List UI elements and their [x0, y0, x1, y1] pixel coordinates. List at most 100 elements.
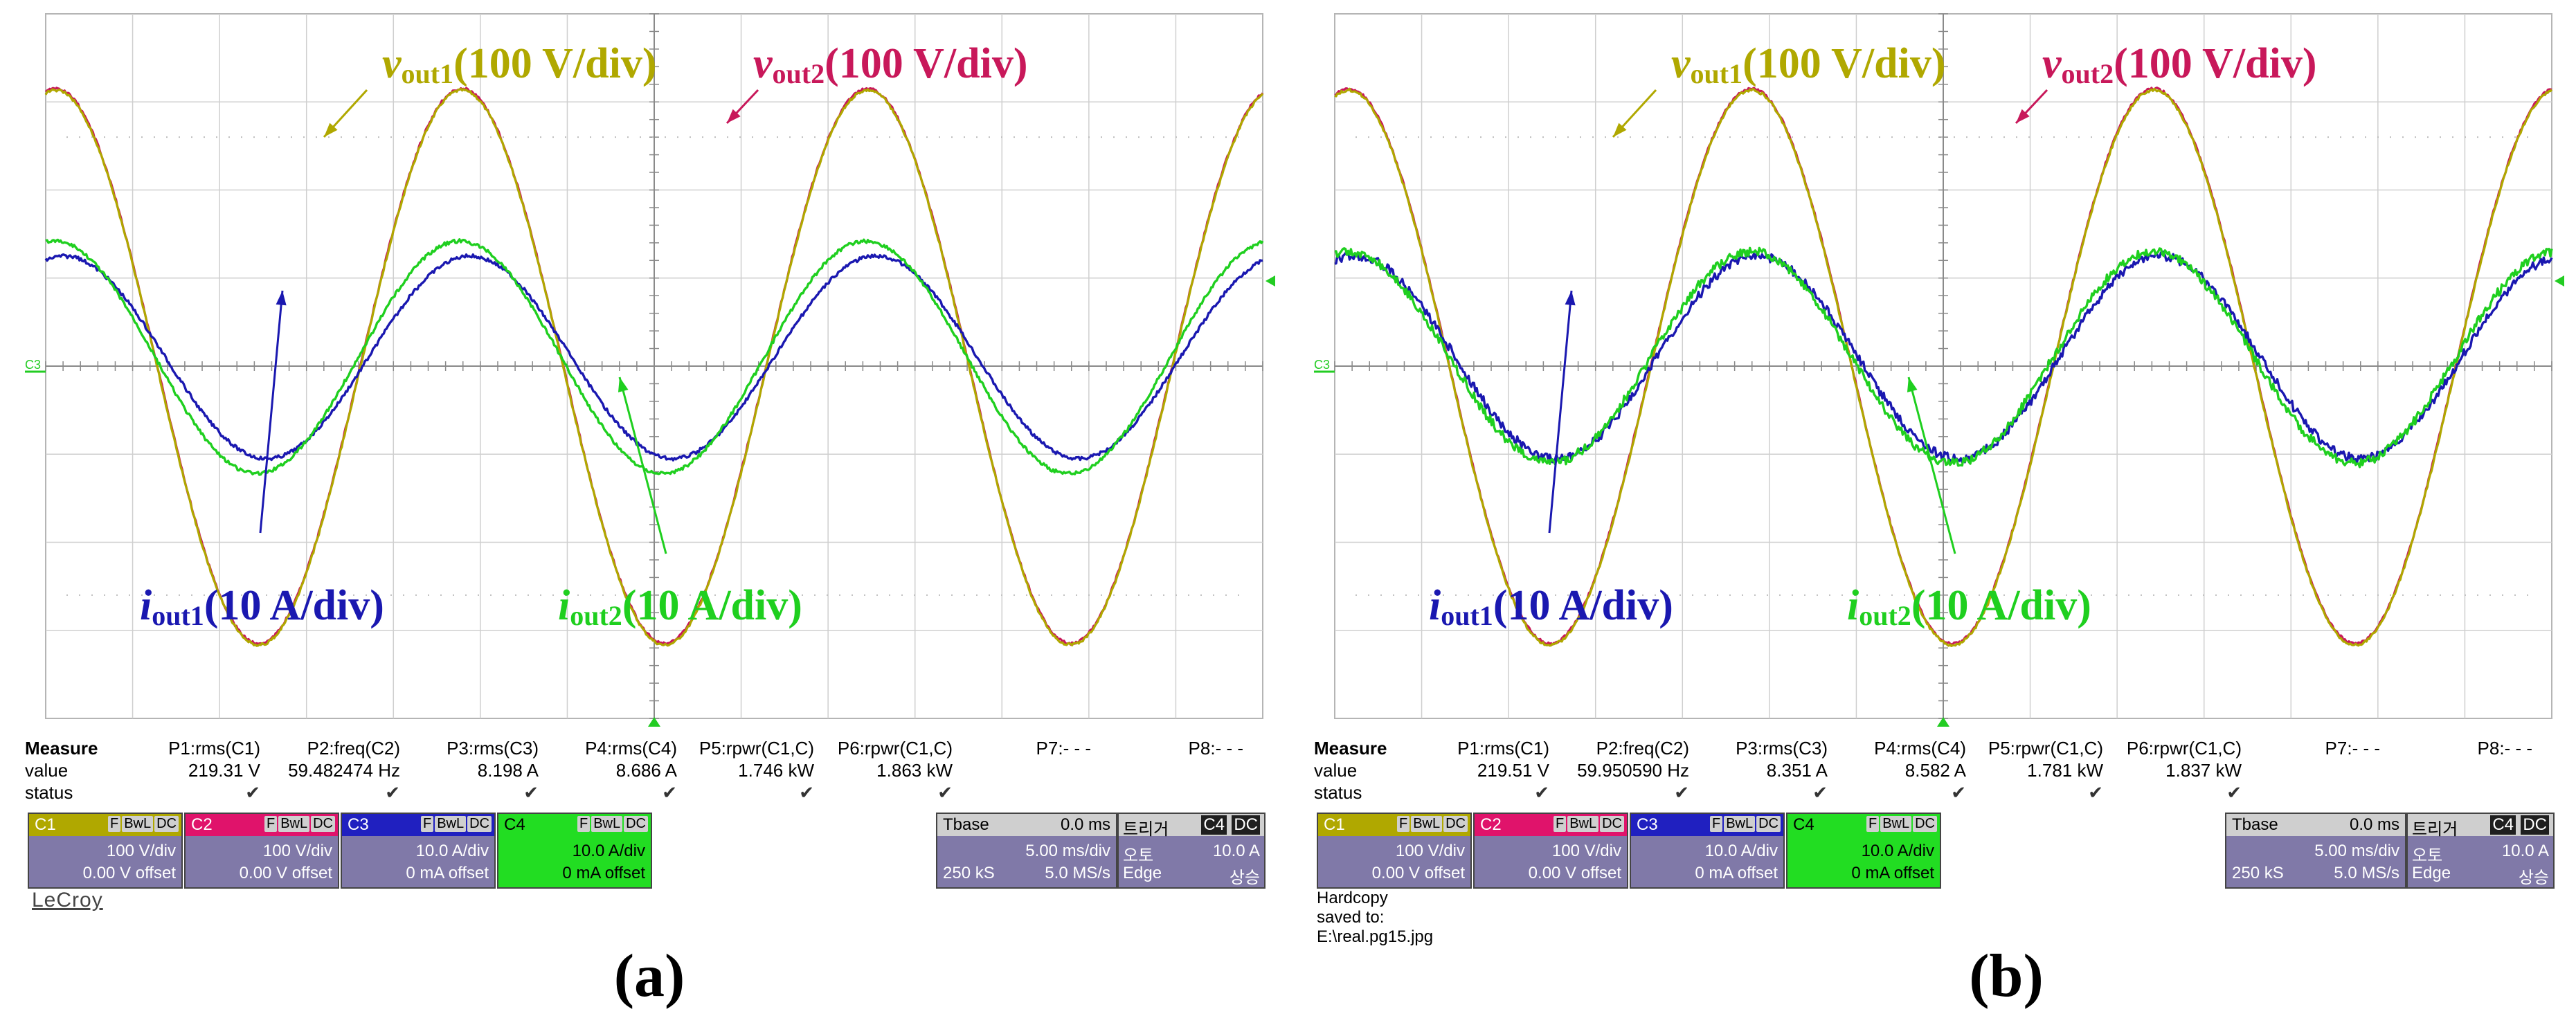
- arrow-iout1: [259, 290, 284, 534]
- arrow-iout1-head: [1565, 291, 1576, 306]
- channel-tag: BwL: [1880, 816, 1912, 832]
- measure-value-row: value 219.51 V 59.950590 Hz 8.351 A 8.582 A 1…: [1314, 760, 2560, 782]
- measure-table: Measure P1:rms(C1) P2:freq(C2) P3:rms(C3) P4…: [25, 738, 1271, 807]
- channel-tag: BwL: [278, 816, 310, 832]
- label-scale: (10 A/div): [1493, 582, 1673, 629]
- channel-box-c1: C1 F BwL DC 100 V/div 0.00 V offset: [1317, 813, 1472, 889]
- graticule: [1334, 13, 2552, 719]
- measure-status-row: status ✔ ✔ ✔ ✔ ✔ ✔: [1314, 782, 2560, 804]
- channel-header: C4 F BwL DC: [498, 814, 651, 836]
- measure-param-name: P8:- - -: [1188, 738, 1243, 759]
- label-subscript: out1: [152, 600, 204, 631]
- channel-box-c4: C4 F BwL DC 10.0 A/div 0 mA offset: [1786, 813, 1941, 889]
- arrow-iout2-head: [618, 377, 629, 392]
- measure-param-status: ✔: [1534, 782, 1549, 803]
- arrow-vout1-head: [324, 123, 338, 137]
- arrow-vout2-head: [2016, 109, 2030, 123]
- measure-title: Measure: [25, 738, 98, 759]
- lecroy-logo: LeCroy: [32, 889, 103, 911]
- channel-header: C3 F BwL DC: [1631, 814, 1783, 836]
- arrow-iout2: [618, 377, 667, 554]
- timebase-header: Tbase 0.0 ms: [2226, 814, 2405, 836]
- channel-tag: F: [264, 816, 278, 832]
- channel-tag: BwL: [1724, 816, 1756, 832]
- measure-value-row: value 219.31 V 59.482474 Hz 8.198 A 8.686 A 1…: [25, 760, 1271, 782]
- label-iout1: iout1(10 A/div): [140, 582, 384, 631]
- trigger-level-marker: [2555, 275, 2564, 287]
- trigger-mode: 오토: [2412, 846, 2443, 865]
- channel-box-c4: C4 F BwL DC 10.0 A/div 0 mA offset: [497, 813, 652, 889]
- label-symbol: i: [1847, 582, 1859, 629]
- channel-tag: F: [420, 816, 434, 832]
- trace-iout1: [1334, 251, 2553, 464]
- timebase-per-div: 5.00 ms/div: [1025, 842, 1110, 860]
- timebase-box: Tbase 0.0 ms 5.00 ms/div 250 kS 5.0 MS/s: [936, 813, 1117, 889]
- arrow-vout1-head: [1613, 123, 1627, 137]
- channel-name: C3: [348, 815, 369, 834]
- measure-param-name: P2:freq(C2): [1596, 738, 1689, 759]
- channel-tag: BwL: [122, 816, 154, 832]
- label-iout1: iout1(10 A/div): [1429, 582, 1673, 631]
- channel-tags: F BwL DC: [576, 816, 648, 832]
- measure-param-value: 1.863 kW: [876, 760, 953, 781]
- measure-param-name: P6:rpwr(C1,C): [2126, 738, 2242, 759]
- trigger-type: Edge: [1123, 864, 1162, 882]
- channel-offset: 0.00 V offset: [1528, 864, 1621, 882]
- trigger-mode: 오토: [1123, 846, 1154, 865]
- channel-tag: BwL: [591, 816, 623, 832]
- channel-offset: 0.00 V offset: [1371, 864, 1465, 882]
- arrow-iout1-head: [276, 291, 287, 306]
- timebase-delay: 0.0 ms: [1060, 815, 1110, 834]
- measure-param-status: ✔: [2088, 782, 2103, 803]
- channel-tag: F: [1396, 816, 1410, 832]
- channel-name: C3: [1637, 815, 1658, 834]
- channel-header: C1 F BwL DC: [29, 814, 181, 836]
- measure-param-value: 1.746 kW: [738, 760, 814, 781]
- trigger-source: C4: [1201, 815, 1227, 835]
- measure-param-name: P1:rms(C1): [1457, 738, 1549, 759]
- channel-tag: DC: [467, 816, 492, 832]
- channel-tag: BwL: [435, 816, 467, 832]
- measure-table: Measure P1:rms(C1) P2:freq(C2) P3:rms(C3) P4…: [1314, 738, 2560, 807]
- channel-name: C4: [504, 815, 525, 834]
- label-symbol: i: [558, 582, 570, 629]
- trigger-level-marker: [1266, 275, 1275, 287]
- label-subscript: out2: [773, 58, 825, 89]
- channel-header: C3 F BwL DC: [342, 814, 494, 836]
- measure-param-name: P4:rms(C4): [585, 738, 677, 759]
- channel-tag: DC: [1600, 816, 1624, 832]
- trigger-coupling: DC: [2521, 815, 2549, 835]
- label-symbol: v: [2042, 40, 2062, 87]
- label-scale: (10 A/div): [204, 582, 384, 629]
- label-iout2: iout2(10 A/div): [1847, 582, 2091, 631]
- label-subscript: out2: [1859, 600, 1911, 631]
- timebase-label: Tbase: [943, 815, 989, 834]
- channel-name: C1: [1324, 815, 1345, 834]
- channel-tag: DC: [1756, 816, 1781, 832]
- measure-param-name: P5:rpwr(C1,C): [699, 738, 814, 759]
- channel-scale: 10.0 A/div: [1861, 842, 1934, 860]
- channel-tag: BwL: [1567, 816, 1599, 832]
- channel-offset: 0 mA offset: [406, 864, 489, 882]
- measure-param-value: 8.198 A: [477, 760, 539, 781]
- trigger-box: 트리거 C4 DC 오토 10.0 A Edge 상승: [2406, 813, 2555, 889]
- timebase-samples: 250 kS: [943, 864, 995, 882]
- measure-param-status: ✔: [662, 782, 677, 803]
- measure-param-name: P3:rms(C3): [447, 738, 539, 759]
- timebase-box: Tbase 0.0 ms 5.00 ms/div 250 kS 5.0 MS/s: [2225, 813, 2406, 889]
- trace-iout2: [45, 238, 1264, 476]
- channel-tag: DC: [1443, 816, 1468, 832]
- measure-param-value: 8.686 A: [615, 760, 677, 781]
- channel-name: C2: [1480, 815, 1502, 834]
- timebase-label: Tbase: [2232, 815, 2278, 834]
- channel-scale: 100 V/div: [262, 842, 332, 860]
- channel-tag: F: [577, 816, 591, 832]
- channel-box-c3: C3 F BwL DC 10.0 A/div 0 mA offset: [341, 813, 496, 889]
- trigger-level: 10.0 A: [1212, 842, 1260, 860]
- measure-param-value: 59.950590 Hz: [1577, 760, 1689, 781]
- channel-tags: F BwL DC: [107, 816, 179, 832]
- channel-tag: DC: [311, 816, 335, 832]
- measure-status-row: status ✔ ✔ ✔ ✔ ✔ ✔: [25, 782, 1271, 804]
- channel-tag: F: [107, 816, 121, 832]
- label-scale: (100 V/div): [453, 40, 656, 87]
